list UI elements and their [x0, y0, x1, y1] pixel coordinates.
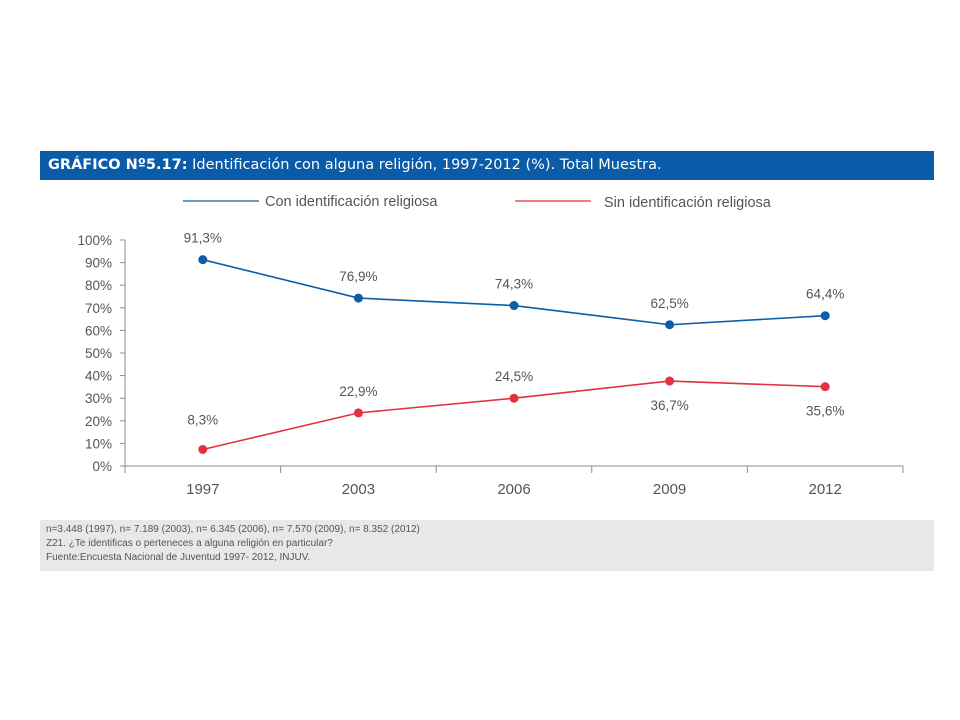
- data-point: [665, 320, 675, 330]
- y-tick-label: 90%: [85, 256, 112, 271]
- data-label: 91,3%: [184, 231, 222, 246]
- chart-title-prefix: GRÁFICO Nº5.17:: [48, 157, 188, 173]
- chart-notes: n=3.448 (1997), n= 7.189 (2003), n= 6.34…: [40, 520, 934, 571]
- data-label: 74,3%: [495, 277, 533, 292]
- x-tick-label: 2006: [497, 481, 530, 498]
- data-point: [820, 311, 830, 321]
- data-label: 35,6%: [806, 404, 844, 419]
- legend-label-sin-identificacion: Sin identificación religiosa: [604, 195, 772, 211]
- y-tick-label: 10%: [85, 436, 112, 451]
- x-axis: 1997 2003 2006 2009 2012: [124, 465, 904, 498]
- x-tick-label: 2009: [653, 481, 686, 498]
- series-con-identificacion: 91,3% 76,9% 74,3% 62,5% 64,4%: [184, 231, 844, 330]
- sample-size-note: n=3.448 (1997), n= 7.189 (2003), n= 6.34…: [46, 524, 420, 535]
- y-tick-label: 80%: [85, 278, 112, 293]
- data-point: [509, 393, 519, 403]
- source-note: Fuente:Encuesta Nacional de Juventud 199…: [46, 552, 311, 563]
- x-tick-label: 2003: [342, 481, 375, 498]
- data-point: [665, 376, 675, 386]
- y-tick-label: 60%: [85, 323, 112, 338]
- x-tick-label: 2012: [809, 481, 842, 498]
- y-axis: 0% 10% 20% 30% 40% 50% 60% 70% 80% 90% 100%: [77, 233, 126, 474]
- data-label: 22,9%: [339, 384, 377, 399]
- data-point: [820, 382, 830, 392]
- chart-legend: Con identificación religiosa Sin identif…: [183, 194, 772, 211]
- series-sin-identificacion: 8,3% 22,9% 24,5% 36,7% 35,6%: [187, 369, 844, 455]
- question-note: Z21. ¿Te identificas o perteneces a algu…: [46, 538, 333, 549]
- y-tick-label: 100%: [77, 233, 112, 248]
- series-line: [202, 380, 826, 451]
- data-label: 36,7%: [650, 398, 688, 413]
- y-tick-label: 0%: [92, 459, 112, 474]
- data-label: 8,3%: [187, 413, 218, 428]
- y-tick-label: 50%: [85, 346, 112, 361]
- series-line: [202, 258, 826, 326]
- y-tick-label: 40%: [85, 369, 112, 384]
- data-label: 24,5%: [495, 369, 533, 384]
- data-label: 76,9%: [339, 269, 377, 284]
- y-tick-label: 70%: [85, 301, 112, 316]
- data-point: [198, 255, 208, 265]
- legend-label-con-identificacion: Con identificación religiosa: [265, 194, 438, 210]
- data-label: 64,4%: [806, 287, 844, 302]
- data-point: [198, 445, 208, 455]
- y-tick-label: 20%: [85, 414, 112, 429]
- y-tick-label: 30%: [85, 391, 112, 406]
- x-tick-label: 1997: [186, 481, 219, 498]
- data-point: [353, 293, 363, 303]
- data-point: [509, 301, 519, 311]
- data-label: 62,5%: [650, 296, 688, 311]
- chart-title-text: Identificación con alguna religión, 1997…: [187, 157, 662, 173]
- chart-title-bar: GRÁFICO Nº5.17: Identificación con algun…: [40, 151, 934, 180]
- data-point: [353, 408, 363, 418]
- series-layer: 91,3% 76,9% 74,3% 62,5% 64,4% 8,3% 22,9% 24,5% 3…: [184, 231, 844, 455]
